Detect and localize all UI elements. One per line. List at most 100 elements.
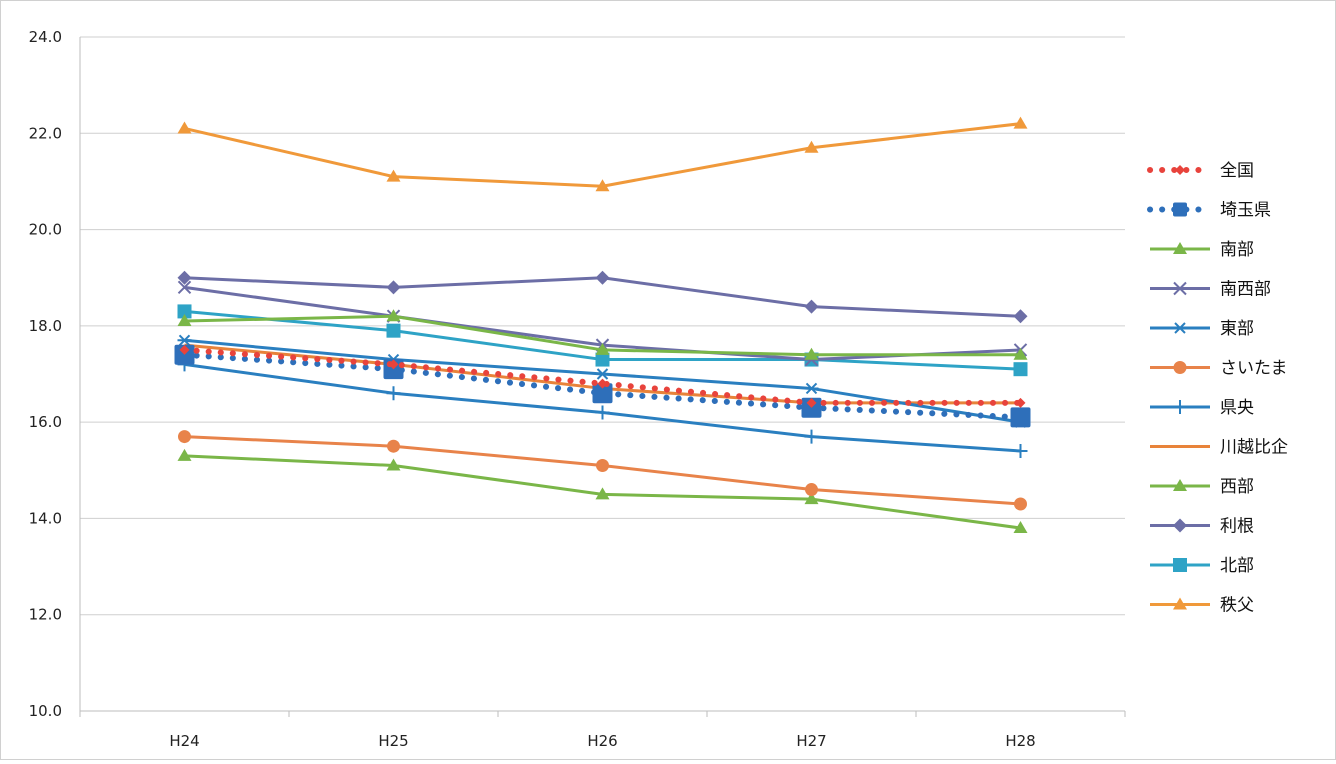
legend-label: 南西部 xyxy=(1220,280,1271,300)
series-さいたま xyxy=(178,430,1027,511)
legend-swatch-marker xyxy=(1173,281,1187,296)
data-point xyxy=(595,342,610,355)
y-tick-label: 12.0 xyxy=(29,606,62,624)
data-point xyxy=(804,382,819,395)
series-利根 xyxy=(177,270,1028,324)
legend-item: 南西部 xyxy=(1150,280,1271,300)
data-point xyxy=(595,179,610,192)
y-tick-label: 16.0 xyxy=(29,413,62,431)
x-tick-label: H28 xyxy=(1005,732,1035,750)
data-point xyxy=(1015,397,1026,408)
legend-label: 埼玉県 xyxy=(1220,201,1271,221)
legend-swatch-marker xyxy=(1173,202,1187,217)
legend-label: 秩父 xyxy=(1220,596,1254,616)
data-point xyxy=(1010,407,1031,428)
data-point xyxy=(179,344,190,355)
axes: 10.0 12.0 14.0 16.0 18.0 20.0 22.0 24.0 H24 H25 H2… xyxy=(29,28,1126,750)
series-西部 xyxy=(177,448,1028,534)
data-point xyxy=(592,383,613,404)
data-point xyxy=(804,347,819,360)
legend-label: 北部 xyxy=(1220,556,1254,576)
legend-item: さいたま xyxy=(1150,359,1288,379)
data-point xyxy=(1013,362,1028,377)
x-tick-label: H24 xyxy=(169,732,199,750)
data-point xyxy=(1013,347,1028,360)
data-point xyxy=(388,359,399,370)
legend-swatch-marker xyxy=(1173,361,1187,374)
legend-swatch-marker xyxy=(1173,597,1187,610)
legend-label: 南部 xyxy=(1220,240,1254,260)
data-point xyxy=(386,458,401,471)
data-point xyxy=(595,405,610,420)
data-point xyxy=(595,487,610,500)
x-tick-label: H27 xyxy=(796,732,826,750)
legend-label: 東部 xyxy=(1220,319,1254,339)
legend-item: 川越比企 xyxy=(1150,438,1288,458)
legend-item: 北部 xyxy=(1150,556,1254,576)
data-point xyxy=(386,280,401,295)
data-point xyxy=(177,270,192,285)
legend-swatch-marker xyxy=(1175,165,1185,175)
data-point xyxy=(804,299,819,314)
legend-label: 全国 xyxy=(1220,161,1254,181)
legend-item: 秩父 xyxy=(1150,596,1254,616)
data-point xyxy=(177,334,192,347)
data-point xyxy=(1013,309,1028,324)
data-point xyxy=(595,352,610,367)
legend-label: 西部 xyxy=(1220,477,1254,497)
series-group xyxy=(174,116,1031,534)
data-point xyxy=(1013,521,1028,534)
legend-swatch-marker xyxy=(1173,242,1187,254)
legend-item: 全国 xyxy=(1147,161,1254,181)
legend-label: さいたま xyxy=(1220,359,1288,379)
data-point xyxy=(804,140,819,153)
data-point xyxy=(1013,444,1028,459)
legend-swatch-marker xyxy=(1173,479,1187,491)
legend-item: 東部 xyxy=(1150,319,1254,339)
legend-swatch-marker xyxy=(1173,322,1187,334)
y-tick-label: 20.0 xyxy=(29,221,62,239)
data-point xyxy=(178,430,191,444)
data-point xyxy=(386,169,401,182)
y-tick-label: 14.0 xyxy=(29,509,62,527)
x-tick-label: H25 xyxy=(378,732,408,750)
series-秩父 xyxy=(177,116,1028,192)
y-tick-label: 22.0 xyxy=(29,124,62,142)
data-point xyxy=(177,280,192,295)
legend-label: 県央 xyxy=(1220,398,1254,418)
legend-item: 利根 xyxy=(1150,517,1254,537)
y-tick-label: 10.0 xyxy=(29,702,62,720)
series-line xyxy=(181,351,1024,421)
data-point xyxy=(177,121,192,134)
data-point xyxy=(386,386,401,401)
data-point xyxy=(1014,497,1027,511)
data-point xyxy=(386,309,401,322)
data-point xyxy=(595,270,610,285)
legend-item: 南部 xyxy=(1150,240,1254,260)
data-point xyxy=(177,304,192,319)
data-point xyxy=(804,492,819,505)
data-point xyxy=(804,429,819,444)
legend-label: 川越比企 xyxy=(1220,438,1288,458)
data-point xyxy=(595,368,610,380)
data-point xyxy=(177,314,192,327)
legend-swatch-marker xyxy=(1173,400,1187,414)
data-point xyxy=(387,439,400,453)
data-point xyxy=(805,483,818,497)
series-全国 xyxy=(179,344,1026,408)
y-tick-label: 18.0 xyxy=(29,317,62,335)
legend-swatch-marker xyxy=(1173,518,1187,533)
data-point xyxy=(1013,116,1028,129)
y-tick-label: 24.0 xyxy=(29,28,62,46)
legend-label: 利根 xyxy=(1220,517,1254,537)
series-県央 xyxy=(177,357,1028,459)
data-point xyxy=(386,323,401,338)
legend-item: 埼玉県 xyxy=(1147,201,1271,221)
data-point xyxy=(597,378,608,389)
legend-item: 西部 xyxy=(1150,477,1254,497)
x-tick-label: H26 xyxy=(587,732,617,750)
data-point xyxy=(177,448,192,461)
